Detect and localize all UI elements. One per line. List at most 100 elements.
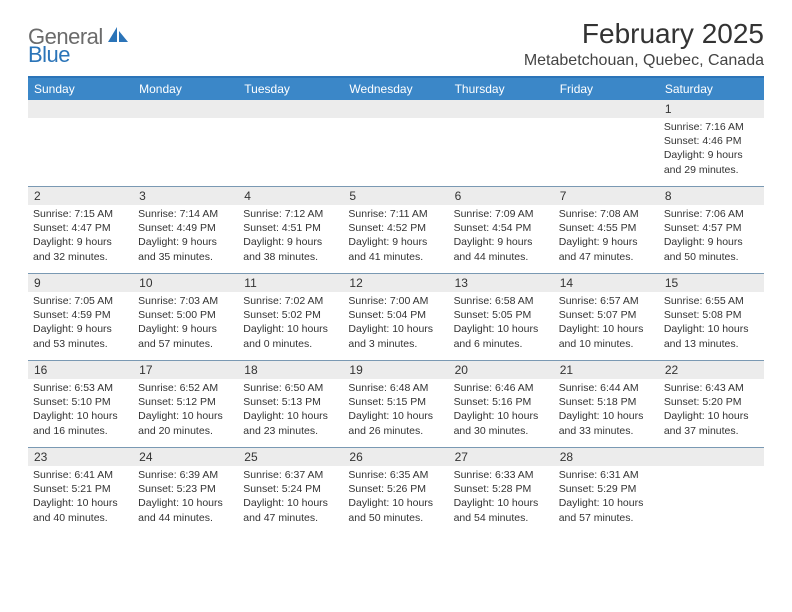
day-cell: 27Sunrise: 6:33 AMSunset: 5:28 PMDayligh… [449, 448, 554, 534]
daylight-text: Daylight: 10 hours and 50 minutes. [348, 496, 443, 524]
logo-sail-icon [107, 25, 129, 48]
day-cell: 20Sunrise: 6:46 AMSunset: 5:16 PMDayligh… [449, 361, 554, 447]
sunset-text: Sunset: 4:52 PM [348, 221, 443, 235]
sunset-text: Sunset: 4:46 PM [664, 134, 759, 148]
sunset-text: Sunset: 5:16 PM [454, 395, 549, 409]
day-body: Sunrise: 7:02 AMSunset: 5:02 PMDaylight:… [238, 292, 343, 355]
day-number: 12 [343, 274, 448, 292]
day-number: 17 [133, 361, 238, 379]
day-cell: 18Sunrise: 6:50 AMSunset: 5:13 PMDayligh… [238, 361, 343, 447]
day-body: Sunrise: 7:15 AMSunset: 4:47 PMDaylight:… [28, 205, 133, 268]
daylight-text: Daylight: 10 hours and 10 minutes. [559, 322, 654, 350]
sunrise-text: Sunrise: 6:31 AM [559, 468, 654, 482]
week-row: 1Sunrise: 7:16 AMSunset: 4:46 PMDaylight… [28, 100, 764, 186]
daylight-text: Daylight: 10 hours and 20 minutes. [138, 409, 233, 437]
day-cell: 5Sunrise: 7:11 AMSunset: 4:52 PMDaylight… [343, 187, 448, 273]
sunrise-text: Sunrise: 7:05 AM [33, 294, 128, 308]
daylight-text: Daylight: 9 hours and 53 minutes. [33, 322, 128, 350]
day-cell: 21Sunrise: 6:44 AMSunset: 5:18 PMDayligh… [554, 361, 659, 447]
day-number [238, 100, 343, 118]
daylight-text: Daylight: 10 hours and 54 minutes. [454, 496, 549, 524]
day-cell: 16Sunrise: 6:53 AMSunset: 5:10 PMDayligh… [28, 361, 133, 447]
day-cell: 15Sunrise: 6:55 AMSunset: 5:08 PMDayligh… [659, 274, 764, 360]
day-cell [554, 100, 659, 186]
day-cell: 28Sunrise: 6:31 AMSunset: 5:29 PMDayligh… [554, 448, 659, 534]
day-cell: 17Sunrise: 6:52 AMSunset: 5:12 PMDayligh… [133, 361, 238, 447]
day-cell: 11Sunrise: 7:02 AMSunset: 5:02 PMDayligh… [238, 274, 343, 360]
sunrise-text: Sunrise: 6:46 AM [454, 381, 549, 395]
day-number: 3 [133, 187, 238, 205]
daylight-text: Daylight: 10 hours and 40 minutes. [33, 496, 128, 524]
day-cell: 19Sunrise: 6:48 AMSunset: 5:15 PMDayligh… [343, 361, 448, 447]
day-body: Sunrise: 7:16 AMSunset: 4:46 PMDaylight:… [659, 118, 764, 181]
day-body: Sunrise: 6:35 AMSunset: 5:26 PMDaylight:… [343, 466, 448, 529]
day-number: 2 [28, 187, 133, 205]
day-body: Sunrise: 6:44 AMSunset: 5:18 PMDaylight:… [554, 379, 659, 442]
sunrise-text: Sunrise: 6:57 AM [559, 294, 654, 308]
day-number: 11 [238, 274, 343, 292]
day-cell [449, 100, 554, 186]
sunset-text: Sunset: 5:02 PM [243, 308, 338, 322]
daylight-text: Daylight: 10 hours and 33 minutes. [559, 409, 654, 437]
sunset-text: Sunset: 5:24 PM [243, 482, 338, 496]
day-cell: 13Sunrise: 6:58 AMSunset: 5:05 PMDayligh… [449, 274, 554, 360]
daylight-text: Daylight: 9 hours and 32 minutes. [33, 235, 128, 263]
sunset-text: Sunset: 5:15 PM [348, 395, 443, 409]
sunrise-text: Sunrise: 6:48 AM [348, 381, 443, 395]
day-number [554, 100, 659, 118]
sunset-text: Sunset: 5:26 PM [348, 482, 443, 496]
weekday-tue: Tuesday [238, 78, 343, 100]
sunrise-text: Sunrise: 7:09 AM [454, 207, 549, 221]
day-body: Sunrise: 6:55 AMSunset: 5:08 PMDaylight:… [659, 292, 764, 355]
day-body: Sunrise: 7:03 AMSunset: 5:00 PMDaylight:… [133, 292, 238, 355]
weekday-thu: Thursday [449, 78, 554, 100]
day-number: 19 [343, 361, 448, 379]
daylight-text: Daylight: 9 hours and 35 minutes. [138, 235, 233, 263]
sunrise-text: Sunrise: 6:35 AM [348, 468, 443, 482]
sunset-text: Sunset: 5:04 PM [348, 308, 443, 322]
daylight-text: Daylight: 10 hours and 16 minutes. [33, 409, 128, 437]
day-cell: 24Sunrise: 6:39 AMSunset: 5:23 PMDayligh… [133, 448, 238, 534]
day-cell: 22Sunrise: 6:43 AMSunset: 5:20 PMDayligh… [659, 361, 764, 447]
sunset-text: Sunset: 5:13 PM [243, 395, 338, 409]
day-body: Sunrise: 6:37 AMSunset: 5:24 PMDaylight:… [238, 466, 343, 529]
day-cell: 9Sunrise: 7:05 AMSunset: 4:59 PMDaylight… [28, 274, 133, 360]
week-row: 2Sunrise: 7:15 AMSunset: 4:47 PMDaylight… [28, 186, 764, 273]
day-number [343, 100, 448, 118]
day-body: Sunrise: 7:00 AMSunset: 5:04 PMDaylight:… [343, 292, 448, 355]
sunset-text: Sunset: 5:10 PM [33, 395, 128, 409]
weekday-fri: Friday [554, 78, 659, 100]
day-cell: 23Sunrise: 6:41 AMSunset: 5:21 PMDayligh… [28, 448, 133, 534]
weekday-mon: Monday [133, 78, 238, 100]
day-body: Sunrise: 6:50 AMSunset: 5:13 PMDaylight:… [238, 379, 343, 442]
sunset-text: Sunset: 4:47 PM [33, 221, 128, 235]
day-cell [238, 100, 343, 186]
daylight-text: Daylight: 10 hours and 13 minutes. [664, 322, 759, 350]
sunset-text: Sunset: 5:05 PM [454, 308, 549, 322]
month-title: February 2025 [524, 18, 764, 50]
daylight-text: Daylight: 10 hours and 3 minutes. [348, 322, 443, 350]
day-body: Sunrise: 6:57 AMSunset: 5:07 PMDaylight:… [554, 292, 659, 355]
daylight-text: Daylight: 9 hours and 57 minutes. [138, 322, 233, 350]
daylight-text: Daylight: 9 hours and 41 minutes. [348, 235, 443, 263]
day-body: Sunrise: 7:08 AMSunset: 4:55 PMDaylight:… [554, 205, 659, 268]
day-cell [343, 100, 448, 186]
sunrise-text: Sunrise: 6:43 AM [664, 381, 759, 395]
day-number: 26 [343, 448, 448, 466]
weekday-header-row: Sunday Monday Tuesday Wednesday Thursday… [28, 78, 764, 100]
daylight-text: Daylight: 9 hours and 47 minutes. [559, 235, 654, 263]
logo-blue-text-wrap: Blue [28, 42, 70, 68]
sunset-text: Sunset: 5:12 PM [138, 395, 233, 409]
sunrise-text: Sunrise: 7:08 AM [559, 207, 654, 221]
sunrise-text: Sunrise: 7:03 AM [138, 294, 233, 308]
sunrise-text: Sunrise: 7:16 AM [664, 120, 759, 134]
sunset-text: Sunset: 5:21 PM [33, 482, 128, 496]
day-body: Sunrise: 7:12 AMSunset: 4:51 PMDaylight:… [238, 205, 343, 268]
day-body: Sunrise: 7:06 AMSunset: 4:57 PMDaylight:… [659, 205, 764, 268]
sunrise-text: Sunrise: 7:11 AM [348, 207, 443, 221]
logo-text-blue: Blue [28, 42, 70, 67]
daylight-text: Daylight: 9 hours and 38 minutes. [243, 235, 338, 263]
daylight-text: Daylight: 9 hours and 50 minutes. [664, 235, 759, 263]
daylight-text: Daylight: 9 hours and 29 minutes. [664, 148, 759, 176]
day-body: Sunrise: 6:53 AMSunset: 5:10 PMDaylight:… [28, 379, 133, 442]
